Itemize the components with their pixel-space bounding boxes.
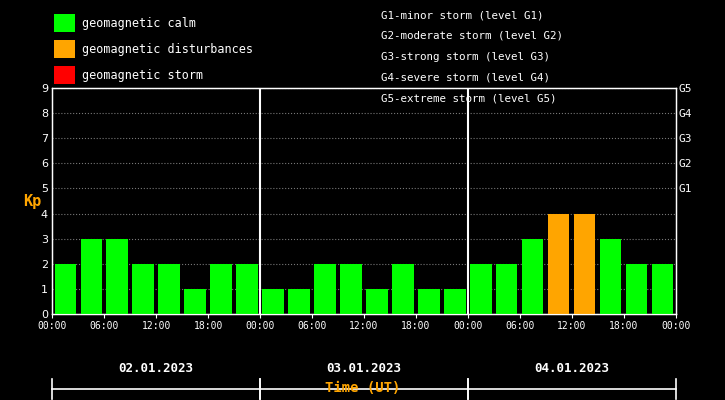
Bar: [392, 264, 413, 314]
Text: geomagnetic calm: geomagnetic calm: [82, 16, 196, 30]
Bar: [262, 289, 283, 314]
Text: G2-moderate storm (level G2): G2-moderate storm (level G2): [381, 31, 563, 41]
Text: geomagnetic disturbances: geomagnetic disturbances: [82, 42, 253, 56]
Text: 04.01.2023: 04.01.2023: [534, 362, 609, 375]
Bar: [210, 264, 232, 314]
Bar: [236, 264, 257, 314]
Text: Time (UT): Time (UT): [325, 381, 400, 395]
Text: 03.01.2023: 03.01.2023: [326, 362, 402, 375]
Bar: [652, 264, 674, 314]
Text: geomagnetic storm: geomagnetic storm: [82, 68, 203, 82]
Bar: [184, 289, 206, 314]
Bar: [574, 214, 595, 314]
Bar: [54, 264, 76, 314]
Bar: [80, 239, 102, 314]
Text: G1-minor storm (level G1): G1-minor storm (level G1): [381, 10, 543, 20]
Text: G5-extreme storm (level G5): G5-extreme storm (level G5): [381, 93, 556, 103]
Bar: [471, 264, 492, 314]
Bar: [626, 264, 647, 314]
Bar: [366, 289, 388, 314]
Bar: [522, 239, 544, 314]
Bar: [600, 239, 621, 314]
Y-axis label: Kp: Kp: [23, 194, 42, 208]
Text: 02.01.2023: 02.01.2023: [119, 362, 194, 375]
Bar: [159, 264, 180, 314]
Bar: [340, 264, 362, 314]
Bar: [418, 289, 439, 314]
Bar: [444, 289, 465, 314]
Text: G3-strong storm (level G3): G3-strong storm (level G3): [381, 52, 550, 62]
Bar: [548, 214, 569, 314]
Text: G4-severe storm (level G4): G4-severe storm (level G4): [381, 72, 550, 82]
Bar: [315, 264, 336, 314]
Bar: [496, 264, 518, 314]
Bar: [289, 289, 310, 314]
Bar: [107, 239, 128, 314]
Bar: [133, 264, 154, 314]
